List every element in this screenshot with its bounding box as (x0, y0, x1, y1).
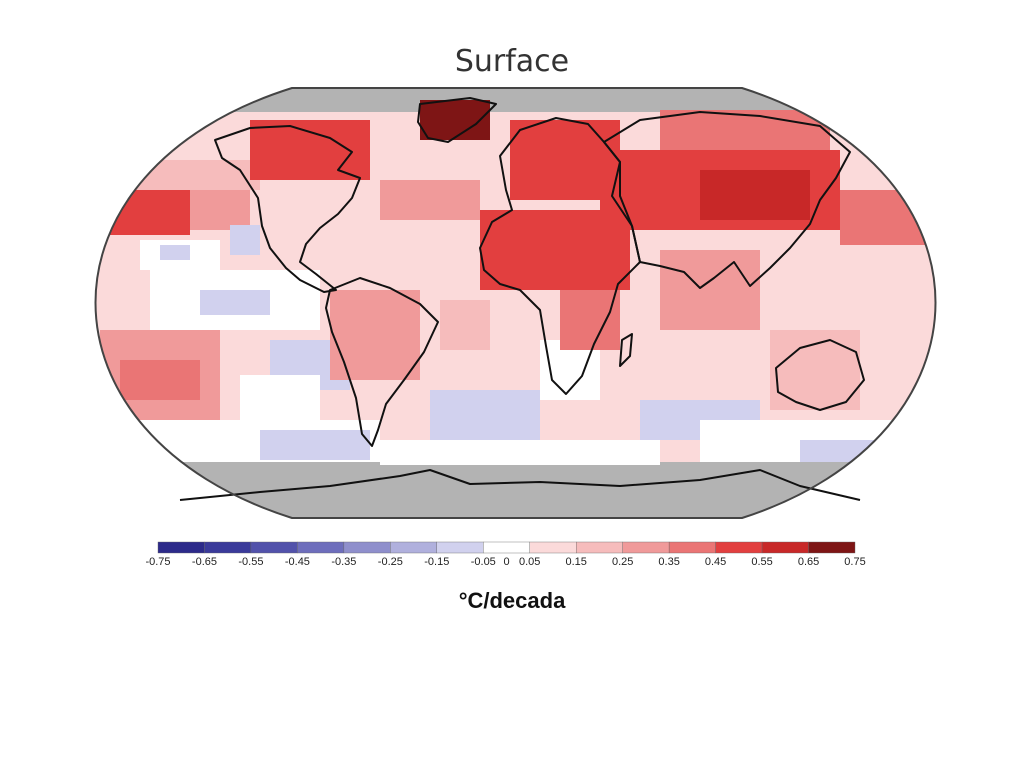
colorbar-swatch-1 (204, 541, 252, 554)
indian-ocean-warm (660, 250, 760, 330)
greenland-outline (417, 97, 497, 143)
colorbar-swatch-13 (761, 541, 809, 554)
siberia-warm (660, 110, 830, 150)
colorbar-tick-label: -0.15 (424, 556, 450, 568)
colorbar-tick-labels: -0.75 -0.65 -0.55 -0.45 -0.35 -0.25 -0.15 -0.05… (0, 556, 1024, 572)
colorbar-tick-label: -0.45 (284, 556, 310, 568)
pacific-northeast-hot (110, 190, 190, 235)
colorbar-tick-label: -0.25 (377, 556, 403, 568)
colorbar-tick-label: -0.65 (191, 556, 217, 568)
pacific-northwest-warm (840, 190, 930, 245)
pacific-north-warm (100, 160, 260, 190)
pacific-cool-3 (200, 290, 270, 315)
arctic-missing-region (95, 88, 936, 112)
south-pacific-hot (120, 360, 200, 400)
colorbar-swatch-8 (529, 541, 577, 554)
southern-ocean-cool-4 (800, 440, 880, 462)
colorbar (157, 541, 856, 554)
colorbar-swatch-2 (250, 541, 298, 554)
colorbar-swatch-7 (483, 541, 530, 554)
colorbar-tick-label: -0.55 (238, 556, 264, 568)
southern-ocean-neutral-2 (380, 440, 660, 465)
colorbar-swatch-4 (343, 541, 391, 554)
australia-outline (775, 339, 865, 411)
colorbar-tick-label: 0.45 (704, 556, 727, 568)
south-america-outline (325, 277, 439, 447)
antarctic-missing-region (95, 462, 936, 518)
colorbar-swatch-9 (576, 541, 623, 554)
colorbar-swatch-5 (390, 541, 438, 554)
units-label: °C/decada (458, 588, 566, 613)
australia-warm (770, 330, 860, 410)
colorbar-swatch-14 (808, 541, 856, 554)
southern-ocean-cool-1 (260, 430, 370, 460)
colorbar-swatch-11 (668, 541, 716, 554)
asia-outline (603, 111, 851, 289)
colorbar-tick-label: 0.15 (565, 556, 587, 568)
colorbar-tick-label: -0.75 (145, 556, 171, 568)
central-africa-warm (560, 290, 620, 350)
southern-ocean-cool-2 (430, 390, 540, 440)
antarctica-outline (179, 469, 861, 501)
colorbar-swatch-10 (622, 541, 670, 554)
colorbar-tick-label: 0.65 (797, 556, 820, 568)
pacific-cool-1 (160, 245, 190, 260)
colorbar-swatch-6 (436, 541, 484, 554)
north-america-outline (214, 125, 361, 293)
colorbar-swatch-12 (715, 541, 763, 554)
colorbar-tick-label: 0.05 (519, 556, 541, 568)
pacific-cool-2 (230, 225, 260, 255)
colorbar-tick-label: -0.05 (470, 556, 496, 568)
pacific-northeast-warm (190, 190, 250, 230)
colorbar-swatch-0 (157, 541, 205, 554)
colorbar-tick-label: 0.25 (611, 556, 634, 568)
south-america-warm (330, 290, 420, 380)
colorbar-swatch-3 (297, 541, 345, 554)
colorbar-tick-label: 0.35 (658, 556, 680, 568)
east-asia-very-hot (700, 170, 810, 220)
map-title: Surface (454, 44, 570, 79)
colorbar-tick-label: 0.75 (844, 556, 866, 568)
globe-outline (94, 87, 937, 519)
north-america-arctic-hot (250, 120, 370, 180)
colorbar-tick-label: -0.35 (331, 556, 357, 568)
madagascar-outline (619, 333, 633, 367)
colorbar-tick-label: 0.55 (751, 556, 773, 568)
north-atlantic-warm (380, 180, 480, 220)
colorbar-tick-label: 0 (503, 556, 510, 568)
atlantic-south-warm (440, 300, 490, 350)
greenland-very-hot (420, 100, 490, 140)
coastlines (179, 97, 865, 501)
